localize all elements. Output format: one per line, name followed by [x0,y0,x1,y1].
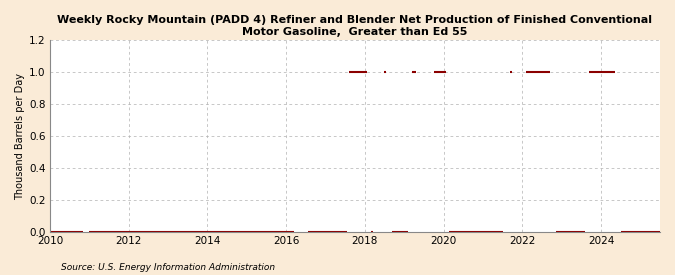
Title: Weekly Rocky Mountain (PADD 4) Refiner and Blender Net Production of Finished Co: Weekly Rocky Mountain (PADD 4) Refiner a… [57,15,653,37]
Text: Source: U.S. Energy Information Administration: Source: U.S. Energy Information Administ… [61,263,275,272]
Y-axis label: Thousand Barrels per Day: Thousand Barrels per Day [15,73,25,200]
